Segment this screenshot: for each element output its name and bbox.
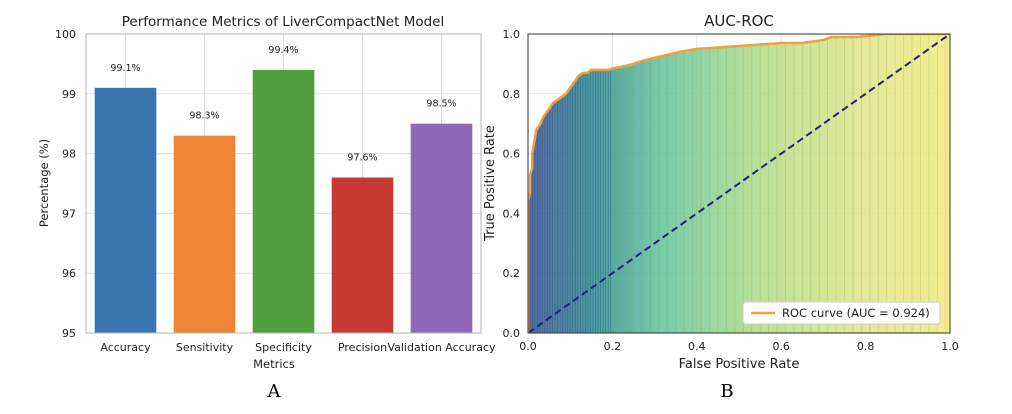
bar-sensitivity [173,135,236,333]
roc-x-tick-label: 0.8 [857,340,875,353]
bar-chart-x-tick-label: Specificity [255,341,312,354]
bar-value-label: 98.3% [189,111,219,122]
bar-chart-x-tick-labels: Accuracy Sensitivity Specificity Precision V… [100,341,496,354]
roc-y-tick-label: 1.0 [503,28,521,41]
roc-legend-label: ROC curve (AUC = 0.924) [782,306,930,320]
roc-y-tick-label: 0.4 [503,207,521,220]
bar-chart-x-tick-label: Accuracy [100,341,151,354]
bar-chart-y-tick-labels: 95 96 97 98 99 100 [55,28,76,340]
roc-y-axis-label: True Positive Rate [483,125,498,242]
bar-value-label: 97.6% [347,153,377,164]
roc-x-tick-labels: 0.0 0.2 0.4 0.6 0.8 1.0 [519,340,959,353]
bar-chart-y-tick-label: 97 [62,207,76,220]
bar-chart-bars [94,69,473,333]
bar-chart-x-tick-label: Sensitivity [176,341,234,354]
bar-specificity [252,69,315,333]
bar-chart-x-tick-label: Precision [338,341,387,354]
bar-value-label: 99.4% [268,45,298,56]
bar-chart-y-tick-label: 100 [55,28,76,41]
bar-precision [331,177,394,333]
roc-x-tick-label: 0.2 [604,340,622,353]
bar-chart-y-tick-label: 95 [62,327,76,340]
bar-chart-title: Performance Metrics of LiverCompactNet M… [122,14,444,30]
bar-value-label: 99.1% [110,63,140,74]
bar-chart-y-tick-label: 98 [62,148,76,161]
roc-y-tick-label: 0.2 [503,267,521,280]
bar-chart-y-tick-label: 99 [62,88,76,101]
roc-x-axis-label: False Positive Rate [679,357,800,372]
roc-diagonal-line [528,34,950,333]
roc-x-tick-label: 0.6 [772,340,790,353]
bar-chart-frame [85,33,482,334]
bar-chart-x-axis-label: Metrics [253,357,295,371]
roc-y-tick-label: 0.6 [503,148,521,161]
roc-x-tick-label: 0.4 [688,340,706,353]
bar-chart-panel: Performance Metrics of LiverCompactNet M… [37,14,496,402]
roc-y-tick-labels: 0.0 0.2 0.4 0.6 0.8 1.0 [503,28,521,340]
panel-label-a: A [267,381,282,402]
roc-area-stripes [529,34,947,333]
bar-accuracy [94,87,157,333]
roc-x-tick-label: 1.0 [941,340,959,353]
bar-value-label: 98.5% [426,99,456,110]
bar-chart-value-labels: 99.1% 98.3% 99.4% 97.6% 98.5% [110,45,456,164]
roc-chart-frame [527,33,951,334]
bar-chart-y-axis-label: Percentage (%) [37,139,51,227]
roc-chart-title: AUC-ROC [704,12,774,30]
panel-label-b: B [720,381,733,402]
bar-chart-x-tick-label: Validation Accuracy [387,341,496,354]
roc-y-tick-label: 0.8 [503,88,521,101]
roc-x-tick-label: 0.0 [519,340,537,353]
roc-y-tick-label: 0.0 [503,327,521,340]
roc-curve-line [528,34,950,333]
bar-chart-y-tick-label: 96 [62,267,76,280]
roc-chart-panel: AUC-ROC 0.0 0.2 0.4 0.6 0.8 1.0 0.00.20.40.60… [483,12,959,402]
roc-legend-box [742,301,941,325]
roc-legend: ROC curve (AUC = 0.924) [742,301,941,325]
bar-validation-accuracy [410,123,473,333]
